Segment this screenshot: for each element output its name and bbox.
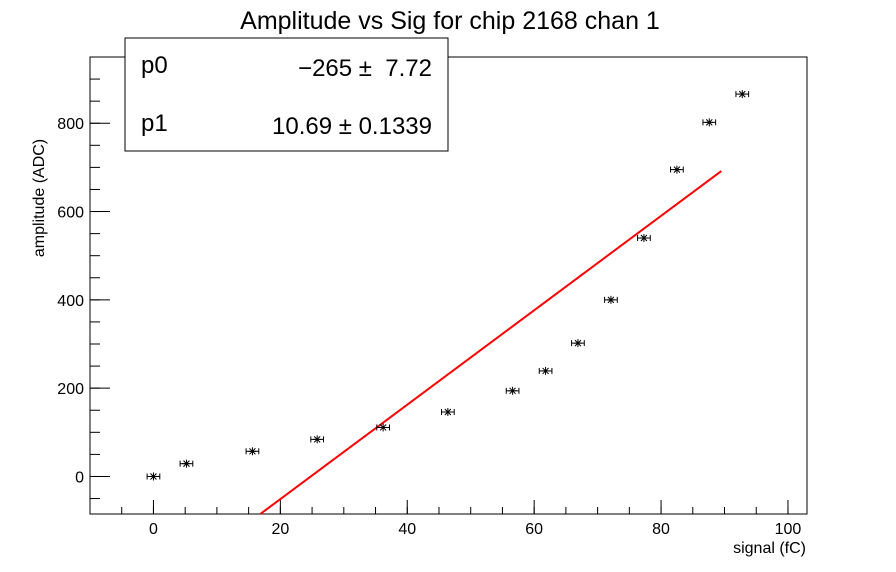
marker-stroke xyxy=(509,387,516,395)
x-tick-label: 20 xyxy=(271,521,289,538)
marker-stroke xyxy=(183,460,190,468)
data-point xyxy=(376,423,390,432)
data-point xyxy=(538,366,553,375)
y-tick-label: 200 xyxy=(57,381,84,398)
data-point xyxy=(441,408,455,417)
data-point xyxy=(245,447,260,456)
marker-stroke xyxy=(444,408,452,416)
x-tick-label: 60 xyxy=(525,521,543,538)
data-points xyxy=(146,90,750,481)
marker-stroke xyxy=(542,367,549,375)
data-point xyxy=(310,435,325,444)
data-point xyxy=(571,339,585,348)
data-point xyxy=(505,386,520,395)
stat-p0-value: −265 ± 7.72 xyxy=(298,55,432,82)
x-tick-label: 0 xyxy=(149,521,158,538)
x-tick-label: 80 xyxy=(652,521,670,538)
data-point xyxy=(735,90,750,99)
data-point xyxy=(604,295,618,304)
data-point xyxy=(637,234,651,243)
fit-stats-box: p0 −265 ± 7.72 p1 10.69 ± 0.1339 xyxy=(124,37,449,152)
fit-line xyxy=(259,170,722,515)
fit-layer xyxy=(259,170,722,515)
x-tick-label: 40 xyxy=(398,521,416,538)
marker-stroke xyxy=(150,473,157,480)
stats-box-frame xyxy=(124,37,449,152)
marker-stroke xyxy=(379,424,387,431)
data-point xyxy=(702,118,717,127)
stat-p1-name: p1 xyxy=(141,110,168,137)
axis-ticks xyxy=(89,56,789,514)
stat-p0-name: p0 xyxy=(141,52,168,79)
chart-title: Amplitude vs Sig for chip 2168 chan 1 xyxy=(240,7,660,35)
stat-p1-value: 10.69 ± 0.1339 xyxy=(272,113,432,140)
data-point xyxy=(670,165,684,174)
tick-labels: 0 20 40 60 80 100 0 200 400 600 800 xyxy=(57,116,801,538)
marker-stroke xyxy=(607,296,615,304)
x-axis-label: signal (fC) xyxy=(733,540,806,557)
x-tick-label: 100 xyxy=(775,521,802,538)
marker-stroke xyxy=(673,166,681,173)
y-tick-label: 600 xyxy=(57,205,84,222)
y-tick-label: 0 xyxy=(75,469,84,486)
marker-stroke xyxy=(313,436,321,443)
marker-stroke xyxy=(574,339,582,347)
data-point xyxy=(179,459,194,468)
marker-stroke xyxy=(738,90,746,98)
y-tick-label: 400 xyxy=(57,293,84,310)
marker-stroke xyxy=(249,447,256,455)
y-axis-label: amplitude (ADC) xyxy=(31,139,48,257)
y-tick-label: 800 xyxy=(57,116,84,133)
marker-stroke xyxy=(705,118,713,126)
data-point xyxy=(146,472,161,481)
marker-stroke xyxy=(640,234,648,242)
